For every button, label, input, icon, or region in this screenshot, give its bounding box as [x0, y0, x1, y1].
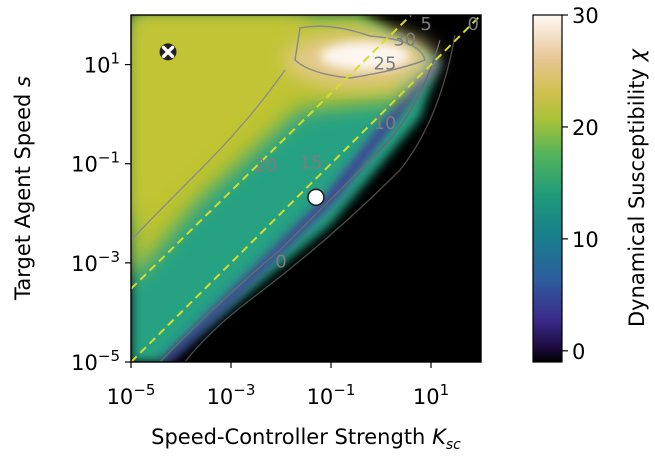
contour-line	[184, 34, 456, 362]
purple-edge	[160, 60, 440, 362]
contour-label: 0	[275, 252, 286, 273]
x-axis-label: Speed-Controller Strength Ksc	[151, 425, 461, 453]
x-tick-label: 10−3	[207, 381, 256, 409]
x-tick-label: 101	[413, 381, 449, 409]
contour-line	[131, 69, 286, 241]
reference-line-2	[131, 15, 412, 290]
colorbar-tick-label: 10	[572, 228, 599, 252]
contour-label: 10	[374, 113, 397, 134]
x-tick-label: 10−5	[107, 381, 156, 409]
circle-marker	[307, 188, 325, 207]
contour-label: 5	[420, 14, 431, 35]
reference-line-1	[131, 15, 481, 362]
contour-label: 25	[374, 53, 397, 74]
contour-label: 30	[393, 30, 416, 51]
cross-marker	[159, 43, 177, 61]
contour-label: 15	[300, 153, 323, 174]
contour-line	[294, 25, 426, 79]
y-axis-label: Target Agent Speed s	[11, 76, 35, 301]
y-tick-label: 10−3	[71, 248, 120, 276]
colorbar-tick-label: 0	[572, 340, 585, 364]
colorbar-tick-label: 30	[572, 4, 599, 28]
contour-label: 20	[254, 155, 277, 176]
colorbar	[532, 14, 563, 363]
y-tick-label: 10−5	[71, 347, 120, 375]
colorbar-label: Dynamical Susceptibility χ	[625, 47, 649, 327]
contour-label: 0	[468, 14, 479, 35]
y-tick-label: 10−1	[71, 149, 120, 177]
colorbar-tick-label: 20	[572, 116, 599, 140]
plot-frame	[130, 14, 482, 363]
contour-line	[159, 39, 441, 362]
peak-core	[320, 42, 410, 70]
x-tick-label: 10−1	[307, 381, 356, 409]
y-tick-label: 101	[84, 50, 120, 78]
yellow-core	[131, 15, 320, 230]
